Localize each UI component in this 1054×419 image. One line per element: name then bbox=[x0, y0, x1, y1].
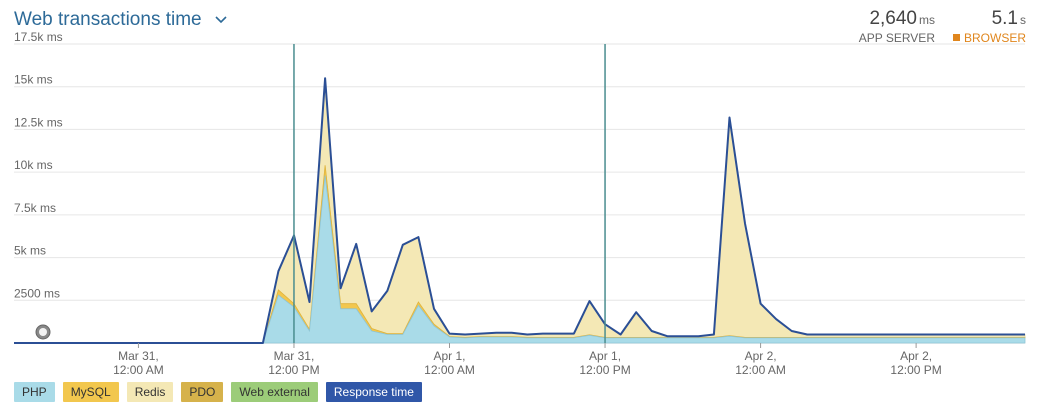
x-tick-label-time: 12:00 AM bbox=[735, 363, 786, 377]
chevron-down-icon[interactable] bbox=[214, 15, 228, 25]
chart-header: Web transactions time bbox=[14, 6, 228, 34]
legend-item-response-time[interactable]: Response time bbox=[325, 382, 422, 402]
x-tick-label-time: 12:00 PM bbox=[268, 363, 319, 377]
legend-item-php[interactable]: PHP bbox=[14, 382, 55, 402]
chart-areas bbox=[14, 77, 1026, 344]
grid-lines bbox=[14, 43, 1025, 344]
y-tick-label: 12.5k ms bbox=[14, 115, 63, 129]
legend-item-redis[interactable]: Redis bbox=[126, 382, 174, 402]
browser-metric: 5.1 s BROWSER bbox=[952, 8, 1026, 45]
x-tick-label-date: Apr 2, bbox=[745, 349, 777, 363]
x-tick-label-date: Mar 31, bbox=[118, 349, 159, 363]
x-tick-label-date: Mar 31, bbox=[274, 349, 315, 363]
y-tick-label: 17.5k ms bbox=[14, 30, 63, 44]
app-server-label: APP SERVER bbox=[858, 31, 935, 45]
y-tick-label: 5k ms bbox=[14, 244, 46, 258]
y-tick-label: 10k ms bbox=[14, 158, 53, 172]
series-mysql-area bbox=[14, 165, 1026, 344]
deploy-markers bbox=[293, 44, 606, 343]
legend-item-mysql[interactable]: MySQL bbox=[62, 382, 119, 402]
app-server-value: 2,640 bbox=[869, 8, 917, 29]
browser-value: 5.1 bbox=[991, 8, 1018, 29]
app-server-unit: ms bbox=[918, 13, 935, 27]
series-php-area bbox=[14, 175, 1026, 344]
browser-unit: s bbox=[1020, 13, 1026, 27]
reset-zoom-icon[interactable] bbox=[35, 324, 51, 340]
series-redis-area bbox=[14, 78, 1026, 344]
x-tick-label-time: 12:00 AM bbox=[113, 363, 164, 377]
y-tick-label: 15k ms bbox=[14, 73, 53, 87]
browser-label: BROWSER bbox=[963, 31, 1026, 45]
transactions-chart[interactable]: 17.5k ms 15k ms 12.5k ms 10k ms 7.5k ms 5k ms… bbox=[0, 30, 1054, 380]
x-tick-label-date: Apr 2, bbox=[900, 349, 932, 363]
legend-item-web-external[interactable]: Web external bbox=[231, 382, 318, 402]
series-response-time-line bbox=[14, 77, 1025, 344]
browser-square-icon bbox=[952, 34, 960, 41]
chart-title[interactable]: Web transactions time bbox=[14, 9, 202, 30]
y-axis-ticks: 17.5k ms 15k ms 12.5k ms 10k ms 7.5k ms 5k ms… bbox=[14, 30, 63, 300]
y-tick-label: 2500 ms bbox=[14, 286, 60, 300]
chart-legend: PHP MySQL Redis PDO Web external Respons… bbox=[14, 382, 422, 402]
legend-item-pdo[interactable]: PDO bbox=[181, 382, 224, 402]
x-tick-label-time: 12:00 PM bbox=[890, 363, 941, 377]
summary-metrics: 2,640 ms APP SERVER 5.1 s BROWSER bbox=[859, 8, 1026, 45]
y-tick-label: 7.5k ms bbox=[14, 201, 56, 215]
x-tick-label-time: 12:00 AM bbox=[424, 363, 475, 377]
x-tick-label-time: 12:00 PM bbox=[579, 363, 630, 377]
x-tick-label-date: Apr 1, bbox=[433, 349, 465, 363]
app-server-metric: 2,640 ms APP SERVER bbox=[859, 8, 935, 45]
x-tick-label-date: Apr 1, bbox=[589, 349, 621, 363]
